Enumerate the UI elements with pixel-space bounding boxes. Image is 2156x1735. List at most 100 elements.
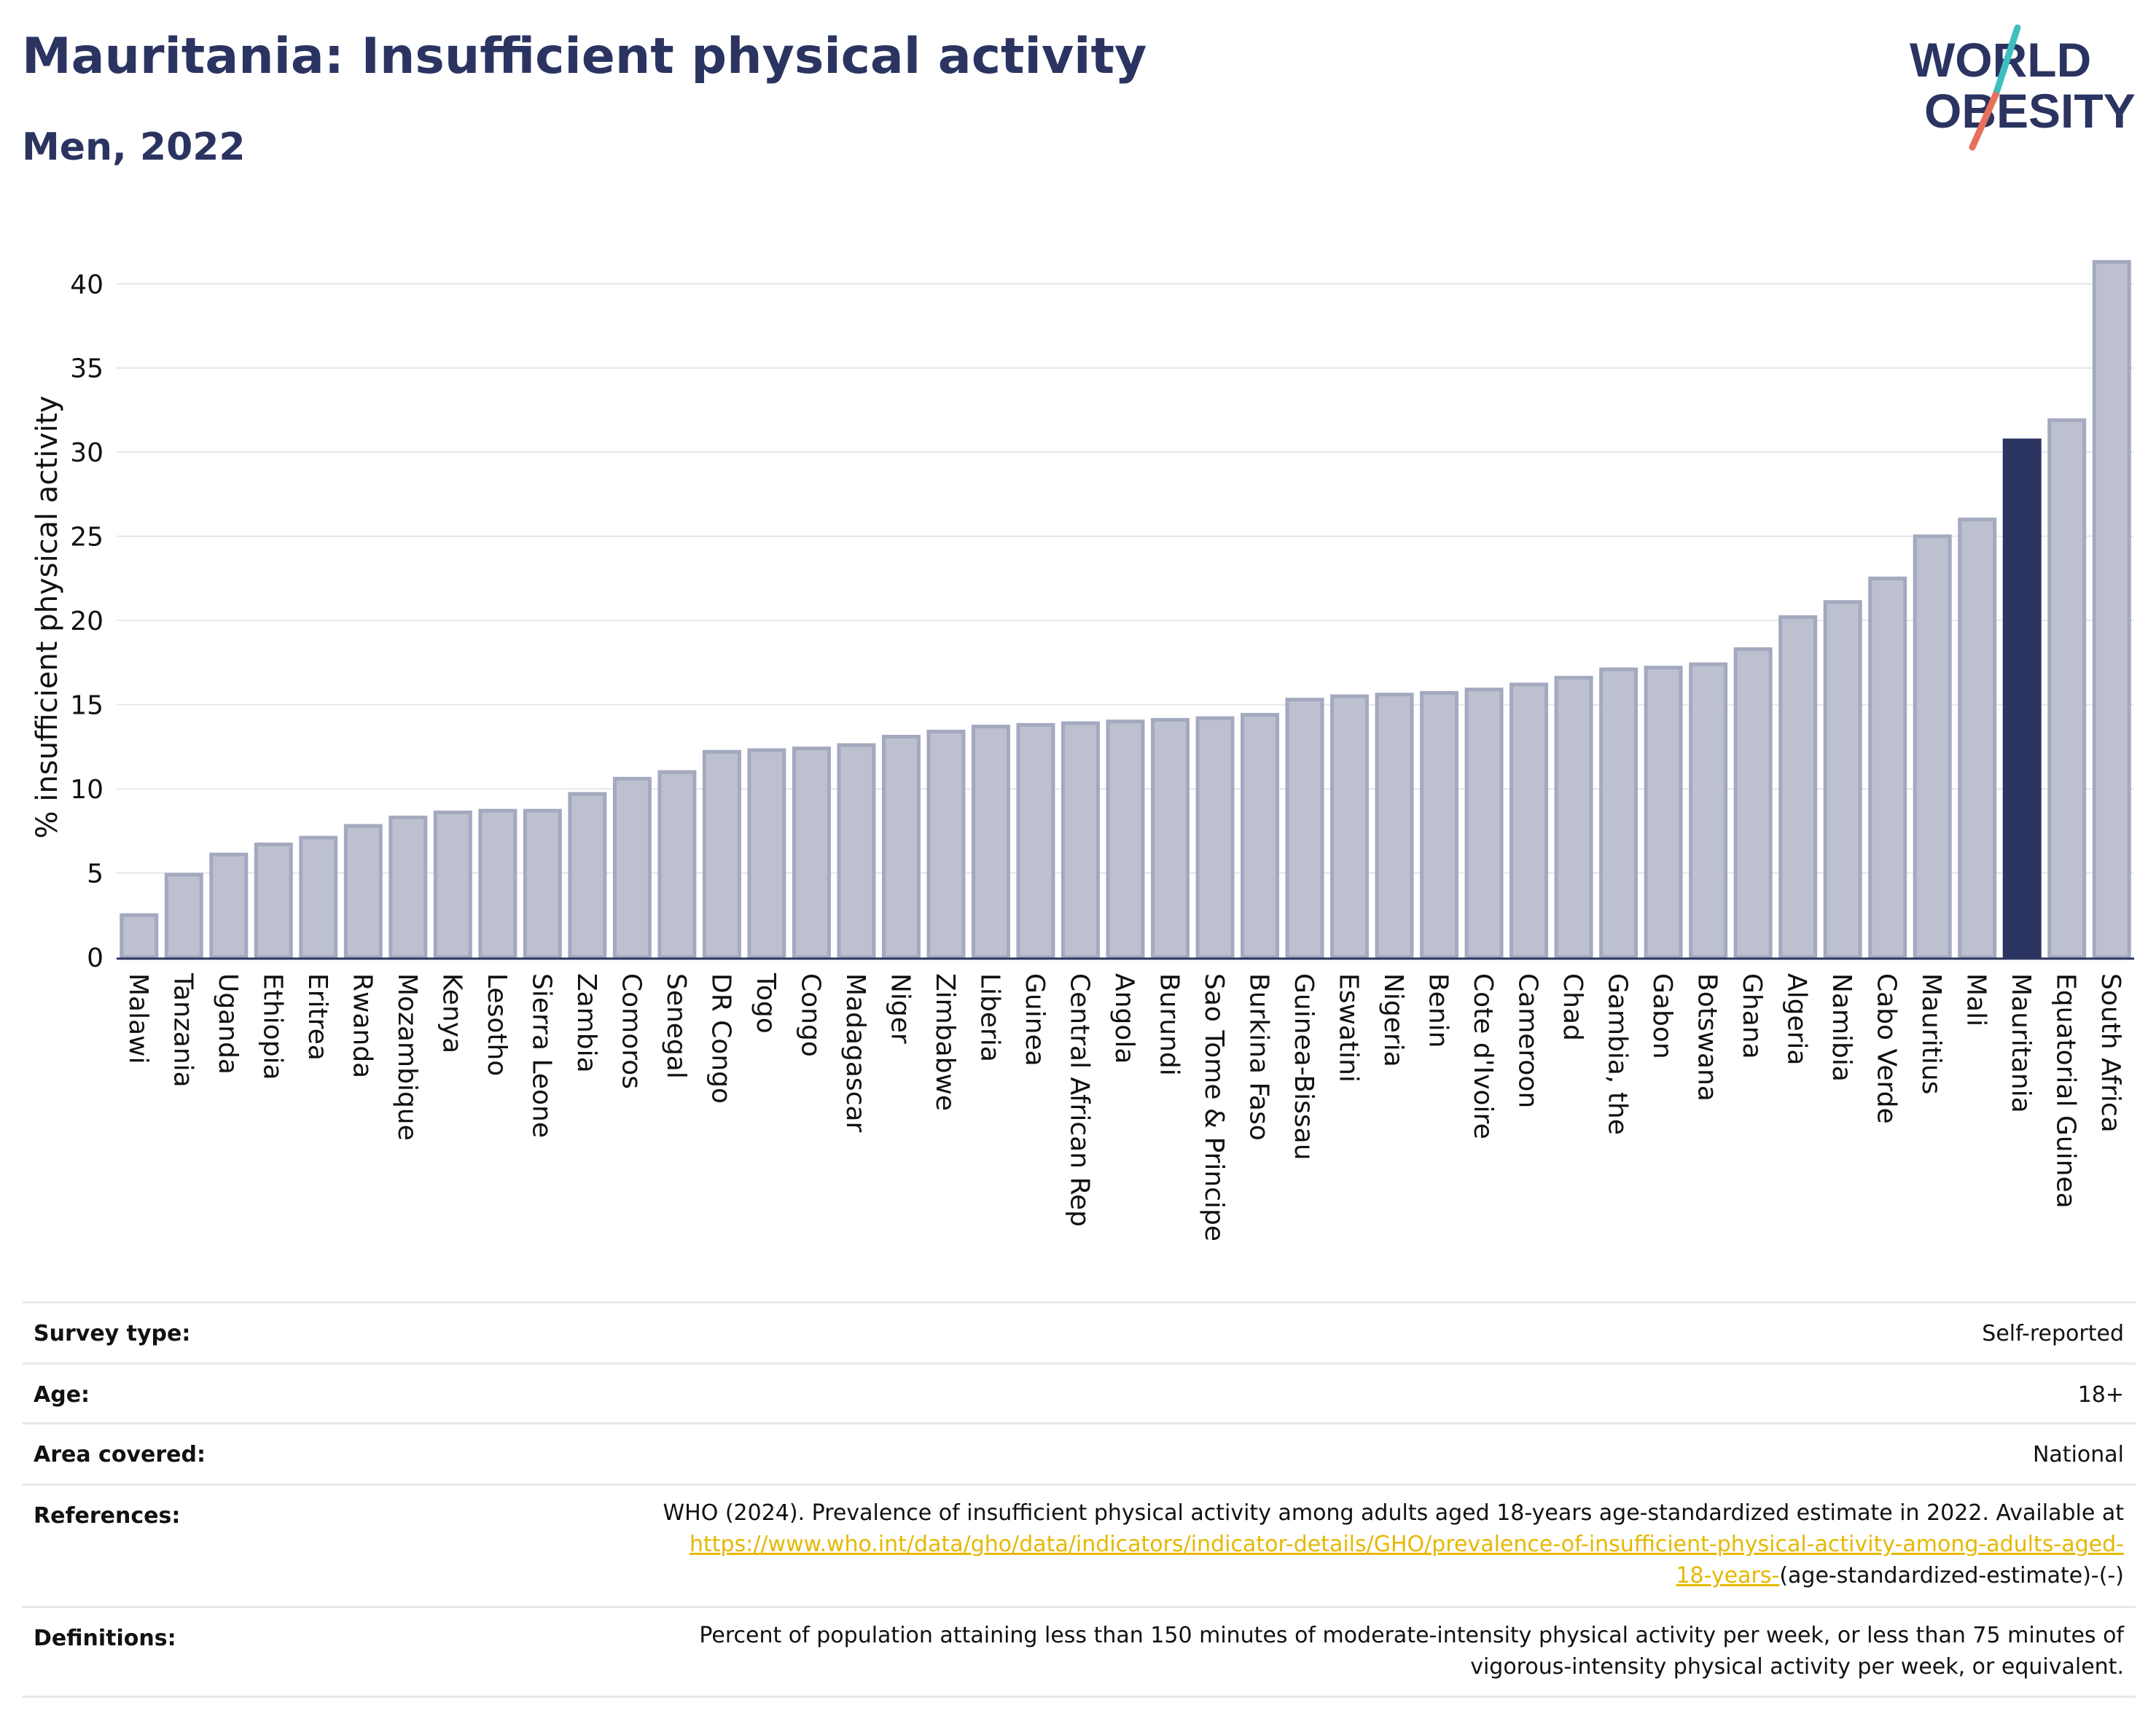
reference-link-part1[interactable]: https://www.who.int/data/gho/data/indica… bbox=[690, 1532, 2124, 1557]
world-obesity-logo: WORLD OBESITY bbox=[1910, 24, 2136, 151]
bar-mauritania bbox=[2002, 438, 2042, 959]
bar-mali bbox=[1958, 518, 1997, 959]
bar-mauritius bbox=[1913, 534, 1952, 959]
bar-angola bbox=[1106, 720, 1145, 959]
bar-ethiopia bbox=[254, 842, 293, 959]
bar-botswana bbox=[1689, 662, 1728, 959]
x-tick-label: Rwanda bbox=[347, 973, 377, 1078]
bar-liberia bbox=[971, 725, 1010, 959]
x-tick-label: Zambia bbox=[571, 973, 601, 1073]
bar-togo bbox=[747, 748, 786, 959]
logo-slash-coral bbox=[1969, 91, 1999, 151]
bar-eritrea bbox=[299, 835, 338, 959]
bar-gabon bbox=[1644, 666, 1683, 959]
x-tick-label: Cabo Verde bbox=[1872, 973, 1902, 1124]
bar-mozambique bbox=[388, 815, 428, 959]
bar-zimbabwe bbox=[926, 730, 966, 959]
x-tick-label: Ethiopia bbox=[257, 973, 287, 1080]
bar-kenya bbox=[433, 810, 472, 959]
bar-gambia-the bbox=[1599, 667, 1639, 959]
x-tick-label: Benin bbox=[1423, 973, 1453, 1048]
y-axis-ticks: 0 5 10 15 20 25 30 35 40 bbox=[70, 270, 103, 973]
row-references: References: WHO (2024). Prevalence of in… bbox=[22, 1483, 2136, 1606]
bars-layer bbox=[120, 260, 2131, 959]
y-tick-label: 40 bbox=[70, 270, 103, 300]
bar-guinea bbox=[1016, 722, 1055, 959]
bar-namibia bbox=[1823, 600, 1862, 959]
bar-nigeria bbox=[1375, 693, 1414, 959]
bar-uganda bbox=[209, 852, 249, 959]
x-tick-label: Cote d'Ivoire bbox=[1468, 973, 1498, 1139]
x-tick-label: Kenya bbox=[437, 973, 466, 1053]
x-tick-label: Gambia, the bbox=[1603, 973, 1633, 1135]
x-tick-label: Uganda bbox=[213, 973, 243, 1075]
y-axis-title: % insufficient physical activity bbox=[31, 396, 64, 839]
bar-benin bbox=[1420, 690, 1459, 959]
x-tick-label: Mozambique bbox=[392, 973, 422, 1141]
x-tick-label: Botswana bbox=[1692, 973, 1722, 1102]
survey-type-value: Self-reported bbox=[1982, 1321, 2124, 1346]
x-tick-label: Guinea bbox=[1020, 973, 1050, 1067]
bar-comoros bbox=[612, 776, 652, 959]
bar-central-african-rep bbox=[1061, 721, 1100, 959]
x-tick-label: Tanzania bbox=[168, 972, 198, 1088]
x-tick-label: Togo bbox=[751, 972, 781, 1034]
y-tick-label: 35 bbox=[70, 354, 103, 384]
x-tick-label: Zimbabwe bbox=[930, 973, 960, 1111]
x-tick-label: South Africa bbox=[2096, 973, 2125, 1133]
x-tick-label: Algeria bbox=[1782, 973, 1812, 1066]
x-tick-label: Eswatini bbox=[1334, 973, 1364, 1083]
bar-malawi bbox=[120, 913, 159, 959]
bar-sao-tome-principe bbox=[1195, 716, 1235, 959]
area-label: Area covered: bbox=[34, 1442, 206, 1467]
y-tick-label: 0 bbox=[87, 943, 103, 973]
bar-ghana bbox=[1733, 647, 1773, 959]
x-tick-label: Mali bbox=[1961, 973, 1991, 1026]
logo-text-obesity: OBESITY bbox=[1924, 84, 2136, 138]
x-tick-label: Comoros bbox=[616, 973, 646, 1089]
bar-cabo-verde bbox=[1868, 576, 1907, 959]
definitions-label: Definitions: bbox=[34, 1626, 176, 1651]
bar-south-africa bbox=[2092, 260, 2131, 959]
bar-lesotho bbox=[478, 808, 517, 959]
y-tick-label: 30 bbox=[70, 438, 103, 468]
reference-link-part2[interactable]: 18-years- bbox=[1676, 1563, 1780, 1588]
bar-cote-d-ivoire bbox=[1464, 687, 1504, 959]
x-tick-label: Burundi bbox=[1155, 973, 1184, 1076]
page-title: Mauritania: Insufficient physical activi… bbox=[22, 28, 1147, 85]
bar-equatorial-guinea bbox=[2047, 418, 2087, 959]
x-tick-label: Gabon bbox=[1647, 973, 1677, 1059]
x-tick-label: Sao Tome & Principe bbox=[1199, 973, 1229, 1241]
info-table: Survey type: Self-reported Age: 18+ Area… bbox=[22, 1301, 2136, 1698]
bar-chart: 0 5 10 15 20 25 30 35 40 Malawi Tanzania Uganda Eth… bbox=[31, 260, 2134, 1241]
x-tick-label: Eritrea bbox=[302, 973, 332, 1061]
references-value: WHO (2024). Prevalence of insufficient p… bbox=[663, 1497, 2124, 1591]
row-age: Age: 18+ bbox=[22, 1362, 2136, 1422]
definitions-line1: Percent of population attaining less tha… bbox=[699, 1623, 2124, 1648]
x-tick-label: Liberia bbox=[975, 973, 1004, 1062]
bar-madagascar bbox=[837, 743, 876, 959]
x-tick-label: Malawi bbox=[123, 973, 153, 1064]
bar-burkina-faso bbox=[1241, 712, 1280, 959]
x-tick-label: Niger bbox=[885, 973, 915, 1044]
bar-guinea-bissau bbox=[1285, 698, 1324, 959]
x-tick-label: Nigeria bbox=[1378, 973, 1408, 1067]
x-tick-label: Ghana bbox=[1737, 973, 1767, 1059]
page-subtitle: Men, 2022 bbox=[22, 125, 246, 169]
y-tick-label: 25 bbox=[70, 523, 103, 553]
x-tick-label: Mauritius bbox=[1916, 973, 1946, 1094]
x-tick-label: DR Congo bbox=[706, 973, 735, 1104]
x-tick-label: Namibia bbox=[1827, 973, 1856, 1082]
x-tick-label: Sierra Leone bbox=[526, 973, 556, 1138]
row-definitions: Definitions: Percent of population attai… bbox=[22, 1606, 2136, 1698]
survey-type-label: Survey type: bbox=[34, 1321, 191, 1346]
bar-niger bbox=[881, 734, 921, 959]
bar-chad bbox=[1554, 676, 1593, 959]
x-axis-labels: Malawi Tanzania Uganda Ethiopia Eritrea Rwand… bbox=[123, 972, 2125, 1241]
y-tick-label: 10 bbox=[70, 775, 103, 805]
bar-dr-congo bbox=[702, 749, 741, 959]
x-tick-label: Equatorial Guinea bbox=[2051, 973, 2081, 1209]
bar-zambia bbox=[568, 792, 607, 959]
x-tick-label: Lesotho bbox=[482, 973, 512, 1076]
age-label: Age: bbox=[34, 1382, 90, 1408]
